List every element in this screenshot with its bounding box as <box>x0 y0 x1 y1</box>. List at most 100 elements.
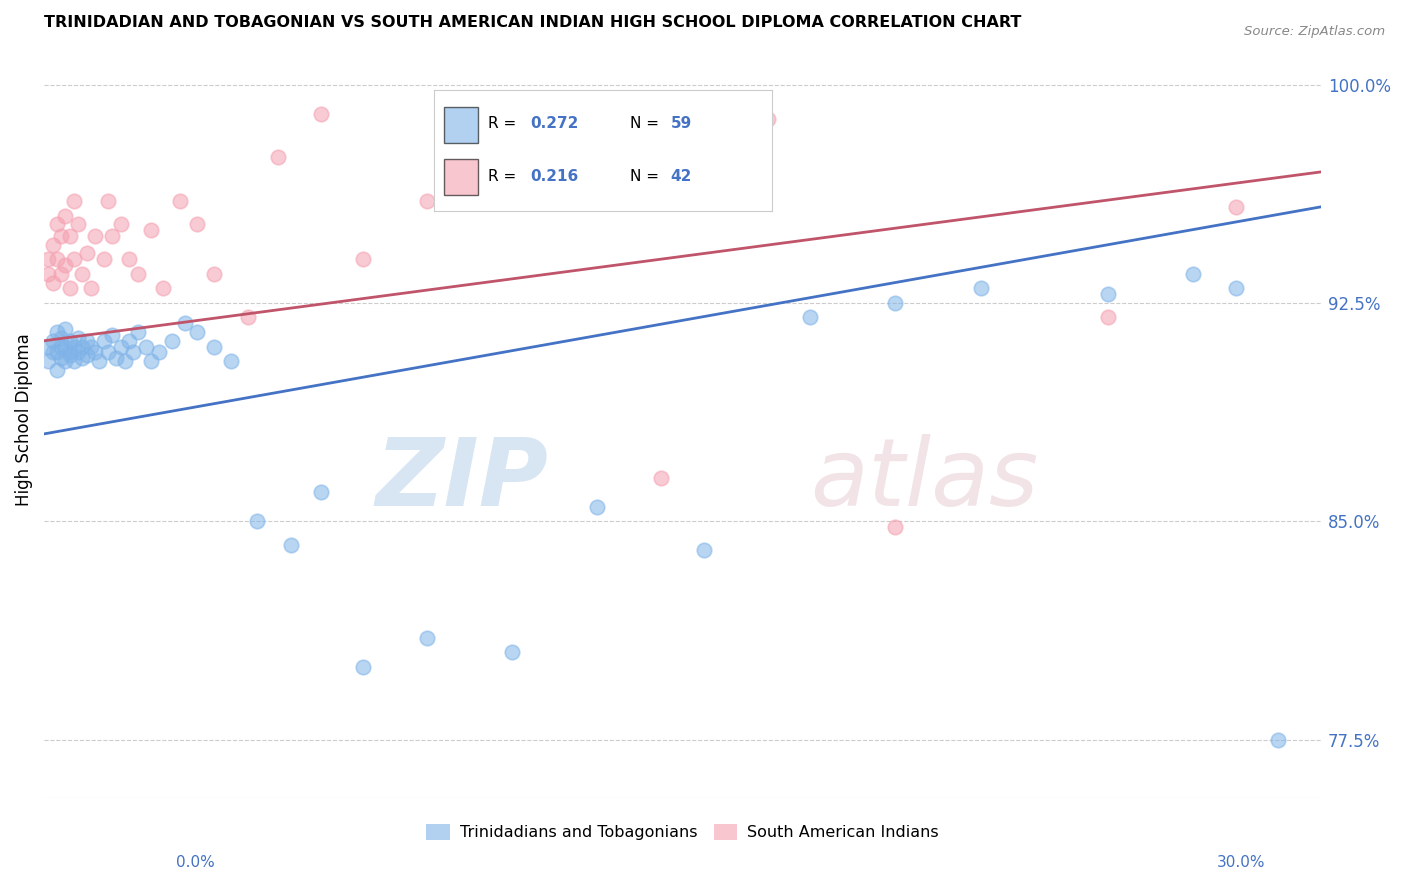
Point <box>37 267 59 281</box>
Point <box>55 258 77 272</box>
Point <box>72 351 94 366</box>
Point <box>45 325 67 339</box>
Point <box>118 252 141 267</box>
Legend: Trinidadians and Tobagonians, South American Indians: Trinidadians and Tobagonians, South Amer… <box>420 817 945 847</box>
Point <box>238 310 260 325</box>
Point <box>110 340 132 354</box>
Point <box>1182 267 1205 281</box>
Point <box>59 348 82 362</box>
Point <box>169 194 191 208</box>
Point <box>309 485 332 500</box>
Point <box>416 631 439 645</box>
Point <box>152 281 174 295</box>
Point <box>309 106 332 120</box>
Text: Source: ZipAtlas.com: Source: ZipAtlas.com <box>1244 25 1385 38</box>
Point <box>1225 200 1247 214</box>
Point <box>352 252 374 267</box>
Point <box>76 348 98 362</box>
Y-axis label: High School Diploma: High School Diploma <box>15 333 32 506</box>
Text: 30.0%: 30.0% <box>1218 855 1265 870</box>
Point <box>969 281 991 295</box>
Point <box>110 217 132 231</box>
Point <box>45 363 67 377</box>
Point <box>67 331 90 345</box>
Point <box>884 296 907 310</box>
Point <box>67 217 90 231</box>
Point <box>186 217 208 231</box>
Point <box>352 660 374 674</box>
Point <box>49 331 72 345</box>
Point <box>49 229 72 244</box>
Point <box>160 334 183 348</box>
Point <box>76 246 98 260</box>
Point <box>80 340 103 354</box>
Point <box>246 514 269 528</box>
Text: 0.0%: 0.0% <box>176 855 215 870</box>
Point <box>45 345 67 359</box>
Point <box>139 354 162 368</box>
Text: ZIP: ZIP <box>375 434 548 526</box>
Point <box>37 340 59 354</box>
Point <box>55 322 77 336</box>
Point <box>37 252 59 267</box>
Point <box>135 340 157 354</box>
Point <box>63 194 86 208</box>
Point <box>72 340 94 354</box>
Point <box>114 354 136 368</box>
Point <box>97 345 120 359</box>
Point <box>280 537 302 551</box>
Point <box>1097 310 1119 325</box>
Point <box>67 345 90 359</box>
Point <box>101 229 124 244</box>
Point <box>63 354 86 368</box>
Point <box>884 520 907 534</box>
Point <box>59 334 82 348</box>
Point <box>89 354 111 368</box>
Point <box>41 334 63 348</box>
Point <box>173 316 195 330</box>
Point <box>45 252 67 267</box>
Point <box>501 645 523 659</box>
Point <box>41 276 63 290</box>
Point <box>799 310 821 325</box>
Point <box>1097 287 1119 301</box>
Point <box>1267 732 1289 747</box>
Point <box>202 267 225 281</box>
Point <box>122 345 145 359</box>
Text: atlas: atlas <box>810 434 1039 525</box>
Point <box>55 340 77 354</box>
Point <box>84 345 107 359</box>
Point <box>49 351 72 366</box>
Point <box>101 327 124 342</box>
Text: TRINIDADIAN AND TOBAGONIAN VS SOUTH AMERICAN INDIAN HIGH SCHOOL DIPLOMA CORRELAT: TRINIDADIAN AND TOBAGONIAN VS SOUTH AMER… <box>44 15 1022 30</box>
Point <box>756 112 779 127</box>
Point <box>458 92 481 106</box>
Point <box>80 281 103 295</box>
Point <box>41 237 63 252</box>
Point <box>49 340 72 354</box>
Point <box>202 340 225 354</box>
Point <box>148 345 170 359</box>
Point <box>93 334 115 348</box>
Point <box>63 340 86 354</box>
Point <box>49 267 72 281</box>
Point <box>41 345 63 359</box>
Point <box>55 354 77 368</box>
Point <box>127 267 149 281</box>
Point <box>139 223 162 237</box>
Point <box>693 543 716 558</box>
Point <box>76 334 98 348</box>
Point <box>544 150 567 164</box>
Point <box>84 229 107 244</box>
Point <box>127 325 149 339</box>
Point <box>1225 281 1247 295</box>
Point <box>267 150 290 164</box>
Point <box>59 345 82 359</box>
Point <box>93 252 115 267</box>
Point <box>416 194 439 208</box>
Point <box>59 229 82 244</box>
Point <box>55 209 77 223</box>
Point <box>97 194 120 208</box>
Point <box>650 470 672 484</box>
Point <box>63 252 86 267</box>
